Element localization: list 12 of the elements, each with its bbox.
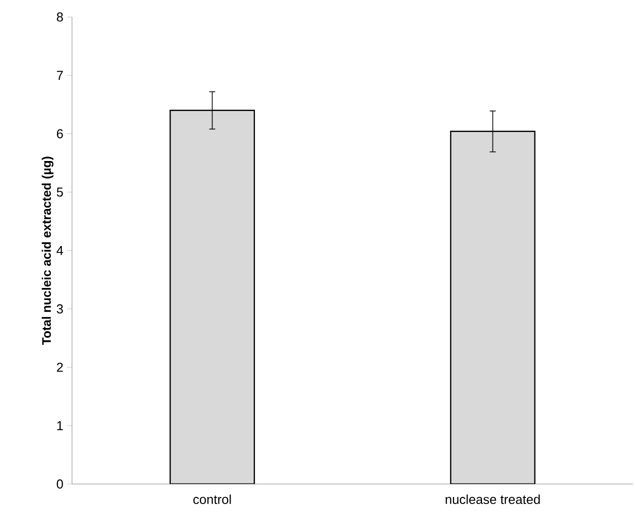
- x-tick-label: control: [193, 494, 231, 504]
- y-tick-label: 3: [56, 304, 63, 314]
- x-tick-label: nuclease treated: [446, 494, 540, 504]
- y-tick-label: 6: [56, 129, 63, 138]
- y-tick-label: 1: [57, 421, 63, 430]
- y-tick-label: 2: [56, 362, 63, 372]
- y-tick-label: 8: [56, 12, 63, 22]
- y-tick-label: 7: [56, 70, 63, 80]
- y-tick-label: 0: [56, 479, 63, 489]
- y-axis-title: Total nucleic acid extracted (µg): [42, 156, 54, 345]
- y-tick-label: 5: [56, 188, 63, 197]
- y-tick-label: 4: [56, 246, 64, 255]
